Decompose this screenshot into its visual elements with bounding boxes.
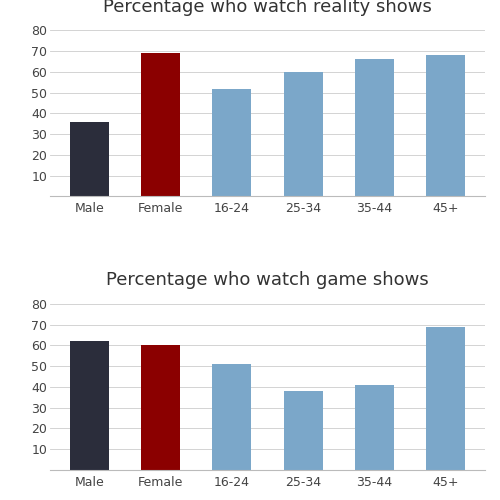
- Bar: [141, 346, 180, 470]
- Bar: [284, 391, 323, 470]
- Title: Percentage who watch game shows: Percentage who watch game shows: [106, 271, 429, 289]
- Title: Percentage who watch reality shows: Percentage who watch reality shows: [103, 0, 432, 16]
- Bar: [212, 364, 252, 470]
- Bar: [355, 385, 394, 470]
- Bar: [70, 122, 109, 196]
- Bar: [284, 72, 323, 196]
- Bar: [355, 60, 394, 196]
- Bar: [70, 342, 109, 470]
- Bar: [426, 326, 465, 470]
- Bar: [426, 56, 465, 196]
- Bar: [212, 88, 252, 196]
- Bar: [141, 53, 180, 197]
